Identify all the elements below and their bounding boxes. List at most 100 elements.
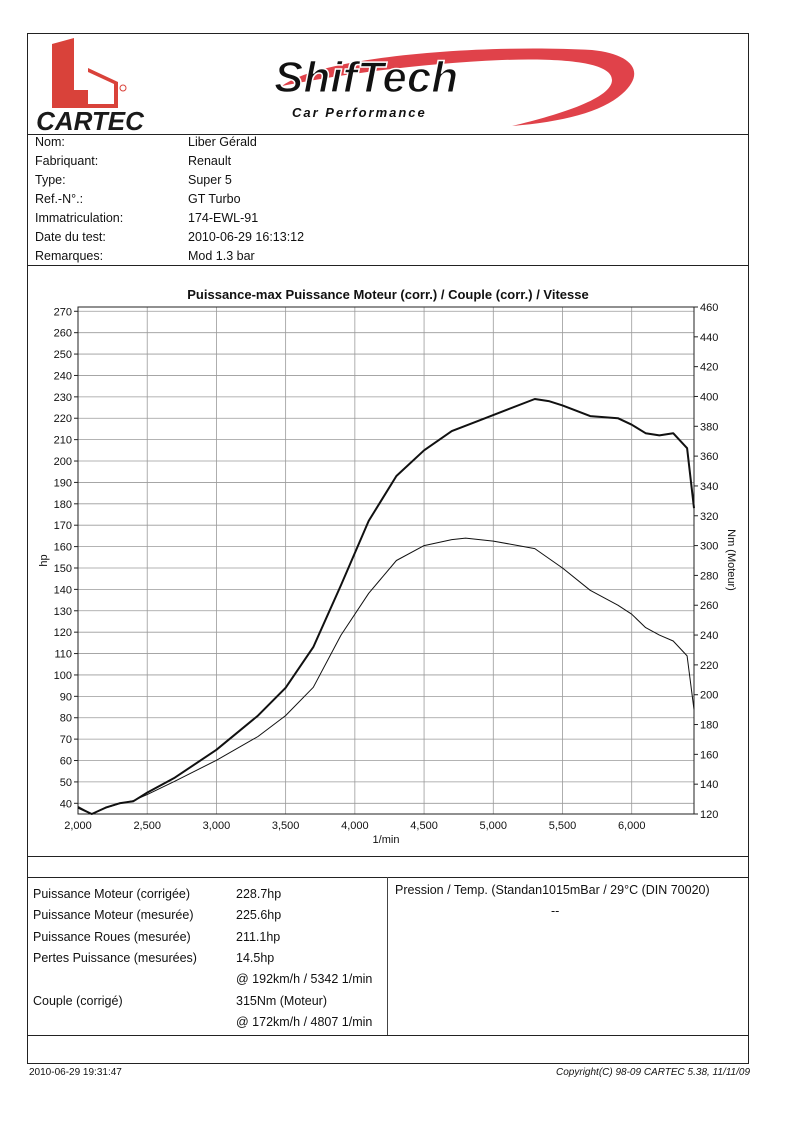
results-bottom-divider (27, 1035, 749, 1036)
x-tick-label: 4,000 (341, 820, 369, 832)
info-label: Fabriquant: (35, 154, 99, 168)
info-value: 174-EWL-91 (188, 211, 259, 225)
info-label: Date du test: (35, 230, 106, 244)
y-right-tick-label: 240 (700, 630, 718, 642)
y-right-tick-label: 320 (700, 511, 718, 523)
shiftech-subtitle: Car Performance (292, 105, 427, 120)
info-label: Type: (35, 173, 66, 187)
chart-title: Puissance-max Puissance Moteur (corr.) /… (187, 287, 589, 302)
y-left-tick-label: 160 (54, 542, 72, 554)
result-label: Pertes Puissance (mesurées) (33, 950, 197, 965)
y-right-axis-label: Nm (Moteur) (725, 529, 737, 591)
result-value: 14.5hp (236, 950, 275, 965)
info-value: 2010-06-29 16:13:12 (188, 230, 305, 244)
y-left-tick-label: 230 (54, 392, 72, 404)
test-conditions-extra: -- (551, 904, 560, 918)
y-left-tick-label: 70 (60, 734, 72, 746)
document-frame (27, 33, 749, 1064)
y-right-tick-label: 180 (700, 720, 718, 732)
cartec-logo: CARTEC (30, 36, 150, 136)
result-value: 315Nm (Moteur) (236, 993, 327, 1008)
torque-curve (77, 537, 695, 815)
y-left-tick-label: 110 (54, 649, 72, 661)
results-top-divider (27, 877, 749, 878)
y-right-tick-label: 140 (700, 779, 718, 791)
info-value: Renault (188, 154, 232, 168)
y-left-tick-label: 40 (60, 798, 72, 810)
info-value: Mod 1.3 bar (188, 249, 255, 263)
shiftech-logo: ShifTech Car Performance (262, 42, 642, 128)
y-left-tick-label: 100 (54, 670, 72, 682)
y-right-tick-label: 340 (700, 481, 718, 493)
result-label: Puissance Moteur (mesurée) (33, 908, 194, 923)
x-tick-label: 6,000 (618, 820, 646, 832)
chart-divider (27, 856, 749, 857)
y-left-tick-label: 210 (54, 435, 72, 447)
y-right-tick-label: 120 (700, 809, 718, 821)
x-tick-label: 4,500 (410, 820, 438, 832)
result-label: Puissance Roues (mesurée) (33, 929, 191, 944)
y-left-tick-label: 90 (60, 691, 72, 703)
plot-area (77, 306, 695, 815)
shiftech-wordmark: ShifTech (274, 53, 458, 102)
y-left-tick-label: 180 (54, 499, 72, 511)
info-label: Nom: (35, 135, 65, 149)
y-left-tick-label: 140 (54, 584, 72, 596)
y-left-tick-label: 270 (54, 306, 72, 318)
copyright: Copyright(C) 98-09 CARTEC 5.38, 11/11/09 (556, 1067, 750, 1078)
result-value: 228.7hp (236, 887, 282, 901)
header-divider (27, 134, 749, 135)
info-value: GT Turbo (188, 192, 241, 206)
y-right-tick-label: 440 (700, 332, 718, 344)
y-left-tick-label: 240 (54, 370, 72, 382)
result-value: @ 172km/h / 4807 1/min (236, 1014, 373, 1029)
y-right-tick-label: 220 (700, 660, 718, 672)
y-left-tick-label: 200 (54, 456, 72, 468)
cartec-wordmark: CARTEC (36, 106, 145, 132)
y-left-tick-label: 170 (54, 520, 72, 532)
x-tick-label: 3,000 (203, 820, 231, 832)
info-label: Immatriculation: (35, 211, 124, 225)
info-value: Liber Gérald (188, 135, 257, 149)
y-right-tick-label: 200 (700, 690, 718, 702)
result-label: Puissance Moteur (corrigée) (33, 887, 191, 901)
y-left-tick-label: 150 (54, 563, 72, 575)
x-tick-label: 3,500 (272, 820, 300, 832)
y-right-tick-label: 160 (700, 749, 718, 761)
y-right-tick-label: 420 (700, 362, 718, 374)
y-right-tick-label: 380 (700, 421, 718, 433)
power-curve (77, 398, 695, 815)
result-value: 225.6hp (236, 908, 282, 923)
y-right-tick-label: 360 (700, 451, 718, 463)
result-value: @ 192km/h / 5342 1/min (236, 972, 373, 987)
x-tick-label: 2,500 (133, 820, 161, 832)
y-right-tick-label: 300 (700, 541, 718, 553)
y-left-tick-label: 130 (54, 606, 72, 618)
x-tick-label: 5,000 (480, 820, 508, 832)
result-value: 211.1hp (236, 929, 281, 944)
info-divider (27, 265, 749, 266)
y-left-tick-label: 60 (60, 756, 72, 768)
y-left-tick-label: 260 (54, 328, 72, 340)
y-right-tick-label: 260 (700, 600, 718, 612)
y-right-tick-label: 460 (700, 302, 718, 314)
x-tick-label: 2,000 (64, 820, 92, 832)
results-column-divider (387, 877, 388, 1035)
y-left-tick-label: 80 (60, 713, 72, 725)
y-left-tick-label: 190 (54, 477, 72, 489)
print-timestamp: 2010-06-29 19:31:47 (29, 1067, 122, 1078)
result-label: Couple (corrigé) (33, 993, 123, 1008)
y-right-tick-label: 400 (700, 391, 718, 403)
info-value: Super 5 (188, 173, 232, 187)
x-tick-label: 5,500 (549, 820, 577, 832)
y-left-tick-label: 50 (60, 777, 72, 789)
test-conditions: Pression / Temp. (Standan1015mBar / 29°C… (395, 883, 710, 897)
y-left-tick-label: 120 (54, 627, 72, 639)
y-right-tick-label: 280 (700, 570, 718, 582)
y-left-tick-label: 220 (54, 413, 72, 425)
x-axis-label: 1/min (373, 834, 400, 846)
y-left-axis-label: hp (38, 554, 50, 566)
info-label: Ref.-N°.: (35, 192, 84, 206)
info-label: Remarques: (35, 249, 104, 263)
